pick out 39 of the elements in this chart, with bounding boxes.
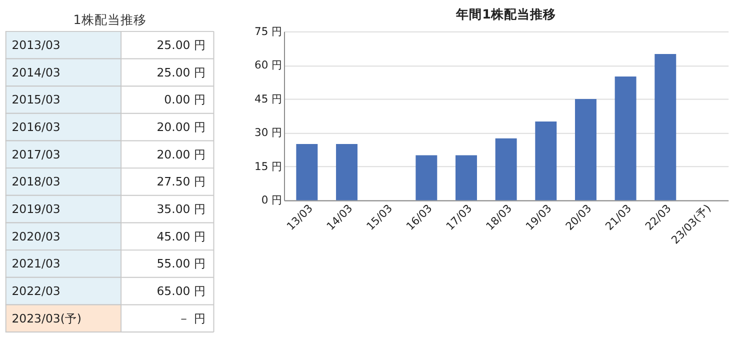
- bar: [296, 144, 318, 200]
- category-label: 2022/03: [12, 284, 60, 298]
- category-label: 2023/03(予): [12, 311, 82, 326]
- bar: [495, 138, 517, 200]
- bar: [456, 155, 477, 200]
- category-label: 2020/03: [12, 229, 60, 244]
- y-tick-label: 30 円: [254, 126, 283, 140]
- category-label: 2016/03: [12, 120, 60, 134]
- data-label: 20.00 円: [156, 120, 206, 134]
- y-tick-label: 15 円: [254, 160, 283, 173]
- bar: [654, 54, 676, 200]
- category-label: 2017/03: [12, 147, 60, 162]
- data-label: 25.00 円: [156, 38, 206, 52]
- chart-title: 年間1株配当推移: [455, 6, 556, 22]
- data-label: 27.50 円: [156, 174, 206, 189]
- category-label: 2018/03: [12, 174, 60, 189]
- data-label: 20.00 円: [156, 147, 206, 162]
- data-label: 0.00 円: [164, 92, 206, 107]
- data-label: 55.00 円: [156, 256, 206, 271]
- data-label: 25.00 円: [156, 65, 206, 80]
- category-label: 2019/03: [12, 202, 60, 216]
- data-label: 45.00 円: [156, 229, 206, 244]
- category-label: 2015/03: [12, 92, 60, 107]
- y-tick-label: 0 円: [261, 194, 283, 207]
- category-label: 2014/03: [12, 65, 60, 80]
- category-label: 2013/03: [12, 38, 60, 52]
- category-label: 2021/03: [12, 256, 60, 271]
- y-tick-label: 45 円: [254, 92, 283, 106]
- data-label: 65.00 円: [156, 284, 206, 298]
- bar: [336, 144, 358, 200]
- text: 1株配当推移: [73, 12, 146, 28]
- bar: [614, 76, 636, 200]
- bar: [574, 98, 596, 200]
- bar: [535, 121, 557, 200]
- data-label: 35.00 円: [156, 202, 206, 216]
- y-tick-label: 75 円: [254, 24, 283, 38]
- y-tick-label: 60 円: [254, 58, 283, 72]
- data-label: － 円: [178, 311, 206, 326]
- bar: [416, 155, 438, 200]
